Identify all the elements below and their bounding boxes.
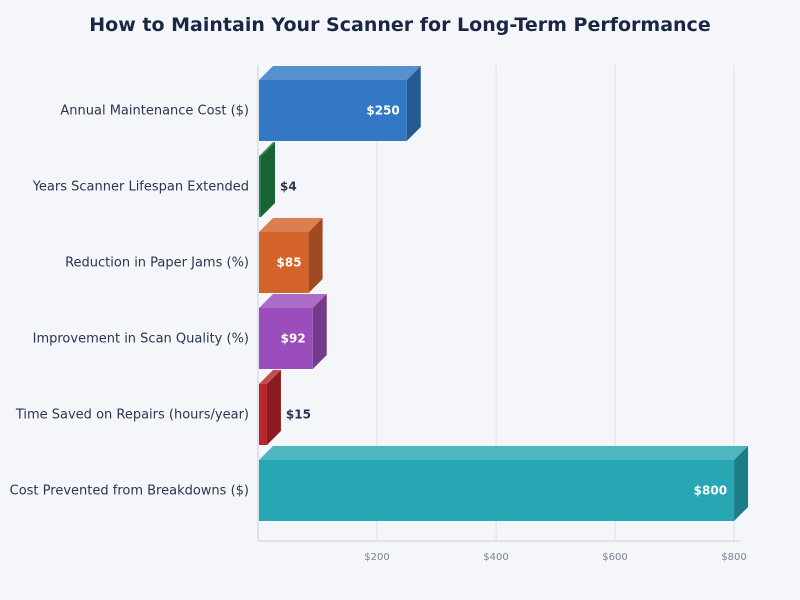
bar [259,384,267,445]
bar-top-face [259,142,275,156]
data-label: $85 [277,256,302,270]
bar-top-face [259,446,749,460]
chart-title: How to Maintain Your Scanner for Long-Te… [89,14,711,36]
data-label: $92 [281,332,306,346]
category-label: Years Scanner Lifespan Extended [32,180,249,195]
bar-top-face [259,370,281,384]
bar-top-face [259,294,327,308]
bar [259,460,735,521]
bar-top-face [259,66,421,80]
category-label: Improvement in Scan Quality (%) [33,332,249,347]
data-label: $250 [366,104,399,118]
data-label: $15 [286,408,311,422]
bar [259,308,313,369]
bar [259,232,309,293]
bar-side-face [734,446,749,521]
x-tick-label: $600 [602,552,627,563]
bar-side-face [312,294,327,369]
data-label: $800 [694,484,727,498]
bar [259,80,407,141]
x-tick-label: $200 [364,552,389,563]
bar-side-face [266,370,281,445]
x-tick-label: $400 [483,552,508,563]
bar-side-face [261,142,275,217]
data-label: $4 [280,180,297,194]
category-label: Annual Maintenance Cost ($) [60,104,249,119]
category-label: Cost Prevented from Breakdowns ($) [10,484,249,499]
category-label: Reduction in Paper Jams (%) [65,256,249,271]
bar-side-face [406,66,421,141]
x-tick-label: $800 [721,552,746,563]
category-label: Time Saved on Repairs (hours/year) [15,408,249,423]
bar [259,156,261,217]
bar-side-face [308,218,323,293]
bar-top-face [259,218,323,232]
